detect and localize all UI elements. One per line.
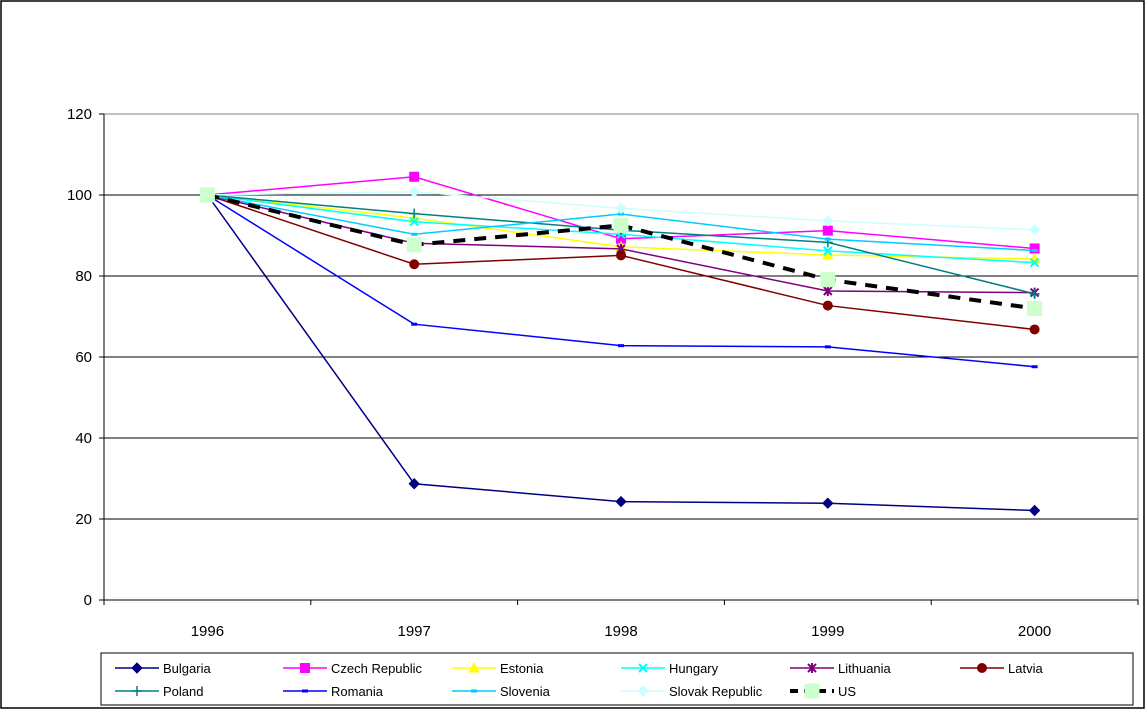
data-point-us: [613, 217, 629, 233]
series-us: [199, 187, 1043, 316]
legend-marker: [807, 663, 817, 673]
x-tick-label: 1999: [811, 623, 844, 640]
legend-label: Slovak Republic: [669, 684, 763, 699]
data-point-us: [199, 187, 215, 203]
legend-label: Latvia: [1008, 661, 1043, 676]
data-point-us: [820, 272, 836, 288]
data-point-bulgaria: [615, 495, 627, 508]
data-point-poland: [409, 208, 420, 219]
data-point-bulgaria: [408, 478, 420, 490]
data-point-lithuania: [823, 285, 833, 296]
legend-entry-slovak-republic: Slovak Republic: [621, 684, 763, 699]
legend-entry-poland: Poland: [115, 684, 203, 699]
legend-marker: [131, 662, 143, 674]
data-point-romania: [618, 344, 624, 348]
data-point-latvia: [409, 259, 420, 270]
legend-entry-us: US: [790, 683, 856, 699]
legend-entry-slovenia: Slovenia: [452, 684, 551, 699]
data-point-romania: [411, 322, 418, 326]
legend-label: Bulgaria: [163, 661, 211, 676]
legend-label: Poland: [163, 684, 203, 699]
data-point-slovenia: [411, 232, 418, 236]
data-point-slovak-republic: [615, 202, 627, 215]
x-tick-label: 1996: [191, 623, 224, 640]
data-point-slovak-republic: [1028, 224, 1041, 236]
x-tick-label: 2000: [1018, 623, 1051, 640]
data-point-romania: [824, 345, 831, 349]
data-point-slovenia: [824, 237, 831, 241]
y-tick-label: 60: [75, 349, 92, 366]
data-point-hungary: [823, 246, 833, 256]
legend-marker: [804, 683, 820, 699]
legend-entry-hungary: Hungary: [621, 661, 719, 676]
data-point-bulgaria: [1028, 504, 1041, 517]
series-bulgaria: [201, 189, 1041, 517]
data-point-latvia: [616, 250, 626, 261]
series-lines: [199, 171, 1043, 517]
legend-label: Lithuania: [838, 661, 892, 676]
data-point-hungary: [1029, 257, 1040, 268]
x-tick-label: 1998: [604, 623, 637, 640]
data-point-slovak-republic: [822, 215, 834, 227]
data-point-czech-republic: [822, 225, 833, 236]
legend-label: Czech Republic: [331, 661, 423, 676]
data-point-poland: [1029, 288, 1040, 299]
legend-entry-lithuania: Lithuania: [790, 661, 892, 676]
legend-entry-czech-republic: Czech Republic: [283, 661, 423, 676]
legend-marker: [302, 689, 308, 693]
y-tick-label: 120: [67, 106, 92, 123]
data-point-hungary: [409, 217, 419, 227]
legend-marker: [468, 661, 480, 673]
y-tick-label: 0: [84, 592, 92, 609]
legend-box: [100, 652, 1134, 706]
data-point-us: [406, 237, 422, 253]
data-point-us: [1027, 300, 1043, 316]
legend-marker: [977, 663, 987, 673]
data-point-slovak-republic: [408, 186, 420, 198]
legend-entry-romania: Romania: [283, 684, 384, 699]
data-point-czech-republic: [1029, 243, 1040, 254]
legend-marker: [637, 685, 649, 697]
data-point-czech-republic: [409, 171, 420, 182]
legend-marker: [300, 663, 310, 673]
data-point-latvia: [822, 300, 833, 311]
data-point-latvia: [1029, 324, 1040, 335]
legend-marker: [132, 686, 142, 696]
legend: Bulgaria Czech Republic Estonia Hungary Lith…: [100, 652, 1134, 706]
y-tick-label: 40: [75, 430, 92, 447]
legend-entry-bulgaria: Bulgaria: [115, 661, 211, 676]
legend-entry-latvia: Latvia: [960, 661, 1043, 676]
y-tick-label: 20: [75, 511, 92, 528]
y-tick-label: 100: [67, 187, 92, 204]
legend-label: Romania: [331, 684, 384, 699]
data-point-bulgaria: [822, 497, 834, 509]
legend-label: US: [838, 684, 856, 699]
legend-label: Slovenia: [500, 684, 551, 699]
x-tick-label: 1997: [398, 623, 431, 640]
legend-marker: [638, 663, 648, 673]
axes: 0 20 40 60 80 100 120 1996 1997 1998 1999 2000: [67, 106, 1139, 640]
data-point-romania: [1031, 365, 1038, 369]
y-tick-label: 80: [75, 268, 92, 285]
legend-label: Estonia: [500, 661, 544, 676]
data-point-slovenia: [1031, 248, 1038, 252]
legend-entry-estonia: Estonia: [452, 661, 544, 676]
legend-label: Hungary: [669, 661, 719, 676]
legend-marker: [471, 689, 477, 693]
